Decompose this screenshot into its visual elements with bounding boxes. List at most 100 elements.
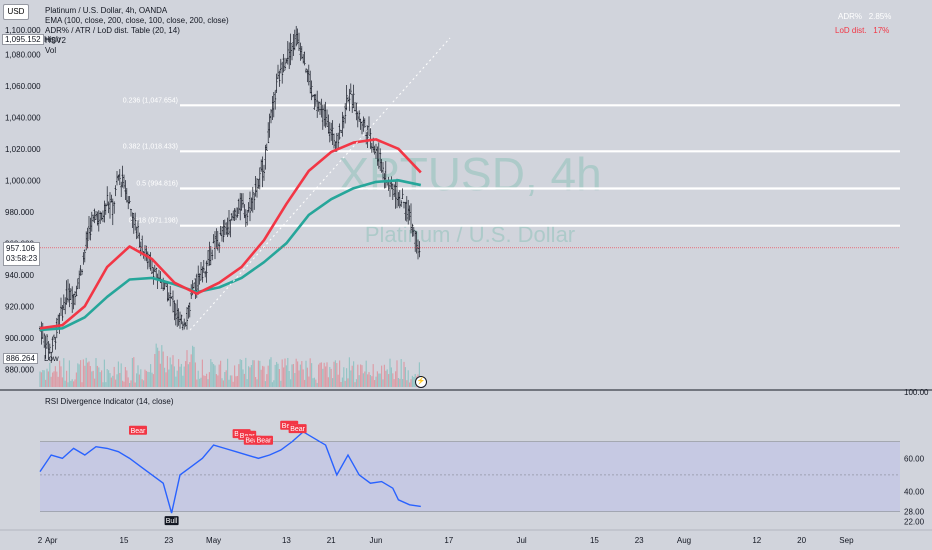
volume-bar	[355, 379, 357, 387]
volume-bar	[176, 370, 178, 387]
volume-bar	[78, 364, 80, 387]
trend-line[interactable]	[189, 37, 451, 331]
rsi-line[interactable]	[39, 430, 421, 514]
top-price-label: 1,100.000	[5, 26, 41, 35]
volume-bar	[150, 364, 152, 387]
volume-bar	[245, 357, 247, 387]
volume-bar	[225, 370, 227, 387]
volume-bar	[318, 364, 320, 387]
volume-bar	[316, 382, 318, 387]
volume-bar	[376, 371, 378, 387]
volume-bar	[211, 362, 213, 387]
volume-bar	[120, 363, 122, 387]
rsi-legend[interactable]: RSI Divergence Indicator (14, close)	[45, 397, 174, 406]
volume-bar	[231, 375, 233, 387]
ema-legend[interactable]: EMA (100, close, 200, close, 100, close,…	[45, 16, 229, 25]
lod-label: LoD dist.	[835, 26, 867, 35]
price-tick-label: 940.000	[5, 271, 34, 280]
time-axis: 2 Apr 15 23 May 13 21 Jun 17 Jul 15 23 Aug 12 20 Sep	[38, 536, 854, 545]
volume-bar	[180, 363, 182, 387]
volume-bar	[365, 360, 367, 387]
volume-bar	[257, 360, 259, 387]
adr-legend[interactable]: ADR% / ATR / LoD dist. Table (20, 14)	[45, 26, 180, 35]
volume-bar	[194, 362, 196, 387]
bear-marker[interactable]	[288, 424, 307, 434]
volume-bar	[116, 374, 118, 387]
volume-bar	[206, 373, 208, 387]
volume-bar	[85, 357, 87, 387]
price-panel-bg	[0, 0, 900, 388]
volume-bar	[59, 360, 61, 387]
currency-button[interactable]: USD	[3, 4, 29, 20]
time-tick-label: May	[206, 536, 221, 545]
volume-bar	[402, 379, 404, 387]
volume-bar	[280, 380, 282, 387]
volume-bar	[94, 378, 96, 387]
volume-bar	[101, 370, 103, 387]
volume-bar	[411, 375, 413, 387]
symbol-legend[interactable]: Platinum / U.S. Dollar, 4h, OANDA	[45, 6, 168, 15]
volume-bar	[248, 366, 250, 387]
volume-bar	[337, 374, 339, 387]
ema-line[interactable]	[39, 179, 422, 332]
volume-bar	[218, 364, 220, 387]
volume-bar	[347, 378, 349, 387]
volume-bar	[287, 357, 289, 387]
price-tick-label: 1,040.000	[5, 113, 41, 122]
volume-bar	[304, 379, 306, 387]
volume-bar	[66, 370, 68, 387]
volume-bar	[341, 377, 343, 387]
current-price-value: 957.106	[6, 244, 35, 253]
volume-bar	[136, 373, 138, 387]
fib-label: 0.382 (1,018.433)	[123, 143, 178, 150]
time-tick-label: Aug	[677, 536, 691, 545]
volume-bar	[67, 382, 69, 387]
volume-bar	[271, 382, 273, 387]
volume-bar	[407, 370, 409, 387]
volume-bar	[64, 380, 66, 387]
volume-bar	[354, 382, 356, 387]
volume-bar	[301, 361, 303, 387]
volume-bar	[323, 362, 325, 387]
volume-bar	[276, 361, 278, 387]
adr-label: ADR%	[838, 12, 863, 21]
low-price-tag: 886.264	[3, 353, 38, 364]
volume-bar	[178, 359, 180, 387]
bear-marker[interactable]	[129, 425, 147, 435]
volume-bar	[193, 346, 195, 387]
volume-bar	[161, 345, 163, 387]
volume-bar	[410, 379, 412, 387]
bar-countdown: 03:58:23	[6, 254, 38, 263]
volume-bar	[273, 380, 275, 387]
volume-bar	[406, 380, 408, 387]
volume-bar	[334, 360, 336, 387]
volume-bar	[357, 364, 359, 387]
volume-bar	[183, 366, 185, 387]
volume-bar	[50, 376, 52, 387]
volume-bar	[362, 373, 364, 387]
volume-bar	[372, 364, 374, 387]
bear-marker[interactable]	[255, 435, 273, 445]
volume-bar	[339, 360, 341, 387]
bull-marker[interactable]	[164, 516, 179, 526]
volume-bar	[199, 378, 201, 387]
volume-bar	[312, 378, 314, 387]
volume-bar	[306, 367, 308, 387]
volume-bar	[239, 359, 241, 387]
lightning-icon[interactable]: ⚡	[415, 376, 427, 388]
volume-bar	[241, 360, 243, 387]
hsv2-legend[interactable]: HSV2	[45, 36, 66, 45]
volume-bar	[378, 373, 380, 387]
volume-bar	[220, 360, 222, 387]
volume-bar	[82, 359, 84, 387]
volume-bar	[47, 371, 49, 387]
volume-bar	[322, 368, 324, 387]
volume-bar	[204, 375, 206, 387]
volume-bar	[166, 356, 168, 387]
volume-bar	[290, 379, 292, 387]
volume-bar	[200, 377, 202, 387]
volume-bar	[371, 376, 373, 387]
vol-legend[interactable]: Vol	[45, 46, 57, 55]
volume-bar	[133, 357, 135, 387]
